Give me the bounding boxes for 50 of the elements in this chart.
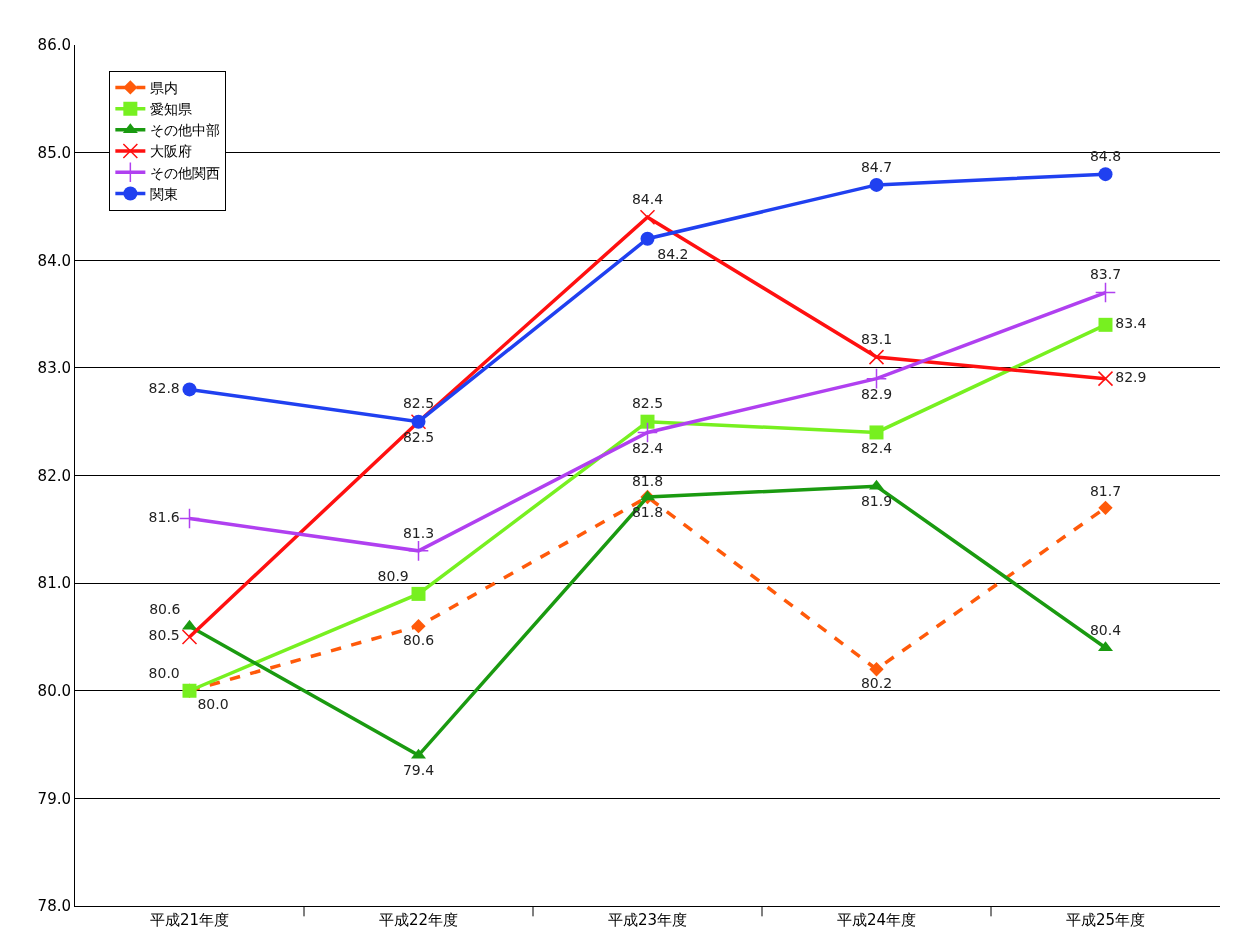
legend-label: 関東 [150, 185, 179, 202]
data-label: 81.7 [1089, 483, 1122, 500]
data-label: 83.4 [1115, 315, 1147, 332]
y-tick-label: 86.0 [37, 36, 71, 55]
x-tick-label: 平成23年度 [607, 911, 688, 929]
x-tick-label: 平成22年度 [378, 911, 459, 929]
data-label: 84.7 [860, 158, 893, 175]
x-tick-label: 平成24年度 [836, 911, 917, 929]
data-label: 81.8 [631, 472, 664, 489]
y-tick-label: 78.0 [37, 897, 71, 916]
data-label: 79.4 [402, 761, 435, 778]
data-label: 80.4 [1089, 622, 1122, 639]
y-tick-label: 79.0 [37, 789, 71, 808]
data-label: 82.9 [860, 385, 893, 402]
data-label: 82.5 [631, 395, 664, 412]
y-tick-label: 85.0 [37, 143, 71, 162]
legend-label: 愛知県 [150, 101, 193, 118]
legend-label: その他関西 [150, 164, 221, 181]
data-label: 84.4 [631, 190, 664, 207]
data-label: 82.5 [402, 428, 435, 445]
data-label: 82.8 [148, 379, 180, 396]
x-tick-label: 平成21年度 [149, 911, 230, 929]
y-tick-label: 83.0 [37, 359, 71, 378]
data-label: 81.3 [402, 524, 435, 541]
data-label: 80.0 [148, 664, 180, 681]
legend-label: その他中部 [150, 122, 221, 139]
y-tick-label: 80.0 [37, 682, 71, 700]
y-tick-label: 81.0 [37, 574, 71, 593]
data-label: 82.9 [1115, 369, 1147, 386]
data-label: 83.1 [860, 330, 893, 347]
data-label: 80.6 [402, 631, 435, 648]
y-tick-label: 84.0 [37, 251, 71, 270]
data-label: 81.6 [148, 509, 180, 526]
data-label: 84.8 [1089, 147, 1122, 164]
data-label: 80.9 [377, 567, 409, 584]
y-tick-label: 82.0 [37, 466, 71, 485]
data-label: 80.0 [197, 696, 229, 713]
data-label: 81.8 [631, 503, 664, 520]
data-label: 84.2 [657, 245, 689, 262]
data-label: 80.6 [149, 600, 181, 617]
legend-label: 大阪府 [150, 143, 193, 160]
data-label: 83.7 [1089, 266, 1122, 283]
data-label: 81.9 [860, 492, 893, 509]
data-label: 82.4 [860, 439, 893, 456]
data-label: 82.5 [402, 395, 435, 412]
data-label: 80.5 [148, 627, 180, 644]
legend-label: 県内 [150, 79, 179, 96]
data-label: 82.4 [631, 439, 664, 456]
data-label: 80.2 [860, 674, 893, 691]
x-tick-label: 平成25年度 [1065, 911, 1146, 929]
